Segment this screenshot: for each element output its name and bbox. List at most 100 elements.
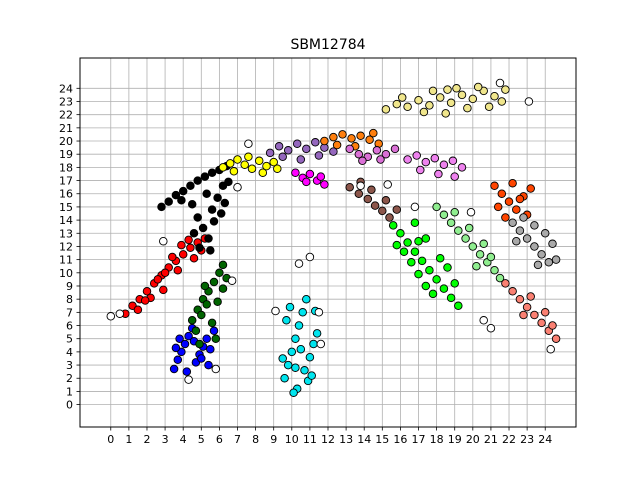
scatter-point <box>347 134 356 143</box>
y-tick-label: 5 <box>66 333 73 346</box>
scatter-point <box>202 300 211 309</box>
scatter-point <box>133 305 143 314</box>
scatter-point <box>233 155 242 164</box>
scatter-point <box>486 252 496 262</box>
scatter-point <box>302 294 311 304</box>
scatter-point <box>490 181 499 191</box>
x-tick-label: 7 <box>234 433 241 446</box>
scatter-point <box>240 160 249 169</box>
scatter-point <box>159 285 168 295</box>
y-tick-label: 24 <box>59 82 73 95</box>
scatter-point <box>515 294 525 304</box>
scatter-point <box>215 268 224 278</box>
scatter-point <box>278 354 287 363</box>
scatter-point <box>468 94 478 104</box>
scatter-point <box>157 202 166 212</box>
scatter-point <box>434 169 443 179</box>
scatter-point <box>435 254 445 263</box>
scatter-point <box>283 146 293 155</box>
scatter-point <box>356 131 365 141</box>
scatter-point <box>484 102 494 112</box>
scatter-point <box>207 205 217 214</box>
scatter-point <box>385 213 394 222</box>
scatter-point <box>197 310 206 320</box>
scatter-point <box>548 239 557 249</box>
scatter-point <box>153 275 163 284</box>
x-tick-label: 16 <box>393 433 407 446</box>
scatter-point <box>443 85 452 94</box>
scatter-point <box>354 189 364 198</box>
x-tick-label: 0 <box>107 433 114 446</box>
scatter-point <box>512 236 521 246</box>
scatter-point <box>522 234 532 243</box>
scatter-point <box>300 366 309 375</box>
scatter-point <box>381 149 391 159</box>
scatter-point <box>175 334 184 343</box>
x-tick-label: 8 <box>252 433 259 446</box>
scatter-point <box>271 306 280 316</box>
scatter-point <box>392 99 402 109</box>
y-tick-label: 22 <box>59 109 73 122</box>
scatter-point <box>229 167 239 176</box>
scatter-point <box>530 221 539 230</box>
scatter-point <box>524 97 534 106</box>
scatter-point <box>403 238 412 247</box>
scatter-point <box>186 181 195 191</box>
scatter-point <box>311 138 320 147</box>
scatter-point <box>291 168 300 177</box>
scatter-point <box>320 136 329 146</box>
scatter-point <box>169 364 179 374</box>
scatter-point <box>439 160 449 169</box>
scatter-point <box>490 265 499 275</box>
scatter-point <box>425 265 434 275</box>
scatter-point <box>397 93 407 102</box>
scatter-point <box>302 177 311 187</box>
y-tick-label: 10 <box>59 267 73 280</box>
scatter-point <box>296 344 306 354</box>
scatter-point <box>479 239 488 249</box>
scatter-point <box>292 139 302 148</box>
scatter-point <box>177 196 186 205</box>
scatter-point <box>410 247 420 256</box>
x-tick-label: 13 <box>339 433 353 446</box>
scatter-point <box>302 144 311 154</box>
scatter-point <box>195 339 204 349</box>
scatter-point <box>410 202 420 212</box>
scatter-point <box>450 172 459 181</box>
scatter-point <box>495 78 505 88</box>
scatter-point <box>414 95 423 105</box>
scatter-point <box>522 302 532 312</box>
scatter-point <box>178 186 188 196</box>
scatter-point <box>283 360 293 370</box>
y-tick-label: 19 <box>59 148 73 161</box>
scatter-point <box>548 321 557 330</box>
y-tick-label: 13 <box>59 227 73 240</box>
scatter-point <box>381 105 391 114</box>
x-tick-label: 12 <box>321 433 335 446</box>
scatter-point <box>178 250 188 259</box>
x-tick-label: 20 <box>466 433 480 446</box>
scatter-point <box>412 151 421 160</box>
scatter-point <box>198 223 208 233</box>
scatter-point <box>399 247 409 256</box>
scatter-point <box>184 331 193 341</box>
scatter-point <box>430 153 440 163</box>
scatter-point <box>544 258 554 267</box>
scatter-point <box>233 182 242 192</box>
scatter-point <box>140 296 150 305</box>
scatter-point <box>211 334 221 343</box>
scatter-point <box>392 205 402 214</box>
scatter-point <box>356 181 365 191</box>
scatter-point <box>464 223 474 233</box>
y-tick-label: 4 <box>66 346 73 359</box>
y-tick-label: 11 <box>59 254 73 267</box>
scatter-point <box>519 310 528 320</box>
scatter-point <box>294 259 304 268</box>
scatter-point <box>202 189 211 198</box>
scatter-point <box>466 207 476 217</box>
x-tick-label: 18 <box>430 433 444 446</box>
x-tick-label: 21 <box>484 433 498 446</box>
scatter-point <box>537 318 546 328</box>
